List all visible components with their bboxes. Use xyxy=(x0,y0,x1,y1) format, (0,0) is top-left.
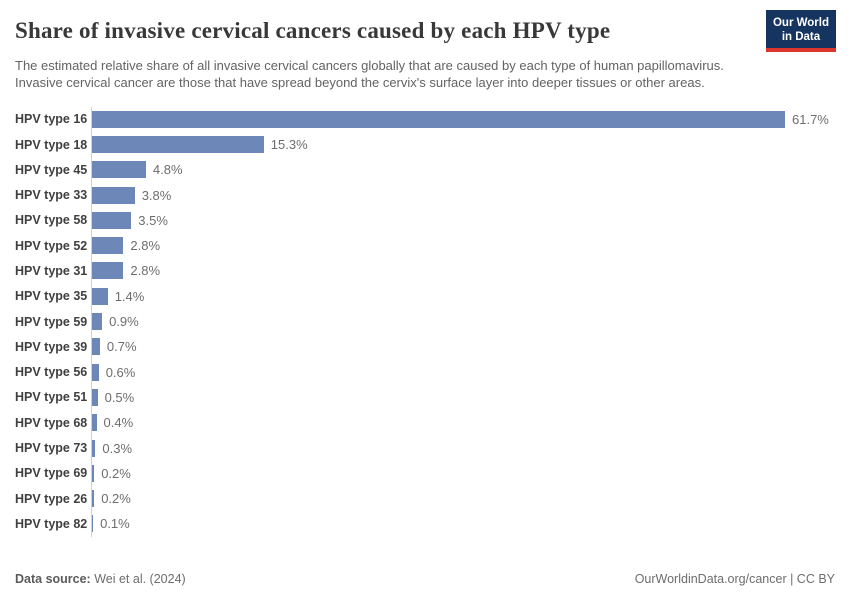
bar-area: 1.4% xyxy=(91,283,835,309)
bar-area: 0.9% xyxy=(91,308,835,335)
bar-area: 0.6% xyxy=(91,359,835,385)
row-label: HPV type 26 xyxy=(15,491,88,506)
chart-footer: Data source: Wei et al. (2024) OurWorldi… xyxy=(15,572,835,586)
value-label: 3.5% xyxy=(138,212,168,228)
bar-area: 2.8% xyxy=(91,258,835,284)
data-source-value: Wei et al. (2024) xyxy=(90,572,186,586)
chart-row: HPV type 18 15.3% xyxy=(15,131,835,158)
row-label: HPV type 35 xyxy=(15,289,88,304)
bar-area: 0.3% xyxy=(91,435,835,461)
bar[interactable] xyxy=(92,338,100,356)
data-source: Data source: Wei et al. (2024) xyxy=(15,572,186,586)
row-label: HPV type 82 xyxy=(15,516,88,531)
bar-area: 4.8% xyxy=(91,157,835,183)
row-label: HPV type 18 xyxy=(15,137,88,152)
bar[interactable] xyxy=(92,287,108,305)
bar-area: 0.7% xyxy=(91,334,835,360)
bar-area: 0.5% xyxy=(91,384,835,411)
bar[interactable] xyxy=(92,414,97,432)
bar[interactable] xyxy=(92,211,132,229)
row-label: HPV type 16 xyxy=(15,112,88,127)
bar[interactable] xyxy=(92,363,99,381)
bar[interactable] xyxy=(92,110,785,128)
value-label: 0.2% xyxy=(101,491,131,507)
bar[interactable] xyxy=(92,439,96,457)
row-label: HPV type 31 xyxy=(15,263,88,278)
bar[interactable] xyxy=(92,464,95,482)
value-label: 0.4% xyxy=(103,415,134,431)
owid-logo-line1: Our World xyxy=(772,17,829,29)
bar-area: 61.7% xyxy=(91,106,835,132)
chart-row: HPV type 33 3.8% xyxy=(15,182,835,208)
chart-row: HPV type 16 61.7% xyxy=(15,106,835,132)
bar[interactable] xyxy=(92,313,103,331)
bar[interactable] xyxy=(92,186,135,204)
chart-row: HPV type 52 2.8% xyxy=(15,233,835,259)
value-label: 2.8% xyxy=(130,238,161,254)
bar[interactable] xyxy=(92,490,95,508)
chart-row: HPV type 39 0.7% xyxy=(15,334,835,360)
row-label: HPV type 69 xyxy=(15,466,88,481)
row-label: HPV type 59 xyxy=(15,314,88,329)
bar-area: 15.3% xyxy=(91,131,835,158)
chart-row: HPV type 68 0.4% xyxy=(15,410,835,436)
bar[interactable] xyxy=(92,237,124,255)
bar[interactable] xyxy=(92,388,98,406)
bar-chart: HPV type 16 61.7% HPV type 18 15.3% HPV type… xyxy=(15,106,835,537)
bar-area: 3.8% xyxy=(91,182,835,208)
value-label: 0.1% xyxy=(100,516,130,532)
chart-row: HPV type 35 1.4% xyxy=(15,283,835,309)
chart-row: HPV type 59 0.9% xyxy=(15,308,835,335)
bar[interactable] xyxy=(92,161,146,179)
value-label: 3.8% xyxy=(141,187,172,203)
bar-area: 2.8% xyxy=(91,233,835,259)
row-label: HPV type 58 xyxy=(15,213,88,228)
credit-link[interactable]: OurWorldinData.org/cancer | CC BY xyxy=(634,572,835,586)
chart-row: HPV type 58 3.5% xyxy=(15,207,835,234)
value-label: 61.7% xyxy=(792,111,829,127)
row-label: HPV type 33 xyxy=(15,188,88,203)
value-label: 2.8% xyxy=(130,263,161,279)
chart-row: HPV type 26 0.2% xyxy=(15,486,835,512)
chart-title: Share of invasive cervical cancers cause… xyxy=(15,18,611,43)
chart-row: HPV type 56 0.6% xyxy=(15,359,835,385)
value-label: 0.3% xyxy=(102,440,133,456)
value-label: 0.6% xyxy=(105,364,136,380)
bar-area: 0.4% xyxy=(91,410,835,436)
row-label: HPV type 39 xyxy=(15,339,88,354)
chart-row: HPV type 73 0.3% xyxy=(15,435,835,461)
bar-area: 0.1% xyxy=(91,511,835,537)
chart-row: HPV type 82 0.1% xyxy=(15,511,835,537)
data-source-label: Data source: xyxy=(15,572,91,586)
value-label: 15.3% xyxy=(270,137,308,152)
chart-subtitle: The estimated relative share of all inva… xyxy=(15,58,724,91)
bar[interactable] xyxy=(92,136,264,153)
owid-logo[interactable]: Our World in Data xyxy=(765,10,836,53)
row-label: HPV type 68 xyxy=(15,415,88,430)
bar[interactable] xyxy=(92,515,94,533)
bar[interactable] xyxy=(92,262,124,280)
owid-logo-line2: in Data xyxy=(781,31,821,44)
value-label: 0.9% xyxy=(109,314,139,330)
row-label: HPV type 51 xyxy=(15,390,88,405)
row-label: HPV type 45 xyxy=(15,162,88,177)
chart-row: HPV type 31 2.8% xyxy=(15,258,835,284)
row-label: HPV type 56 xyxy=(15,365,88,380)
bar-area: 3.5% xyxy=(91,207,835,234)
chart-row: HPV type 69 0.2% xyxy=(15,460,835,487)
value-label: 0.7% xyxy=(106,339,137,355)
bar-area: 0.2% xyxy=(91,460,835,487)
row-label: HPV type 52 xyxy=(15,238,88,253)
value-label: 4.8% xyxy=(152,162,183,178)
chart-row: HPV type 45 4.8% xyxy=(15,157,835,183)
value-label: 0.2% xyxy=(101,465,131,481)
row-label: HPV type 73 xyxy=(15,441,88,456)
chart-row: HPV type 51 0.5% xyxy=(15,384,835,411)
bar-area: 0.2% xyxy=(91,486,835,512)
value-label: 0.5% xyxy=(104,389,135,405)
value-label: 1.4% xyxy=(114,288,145,304)
